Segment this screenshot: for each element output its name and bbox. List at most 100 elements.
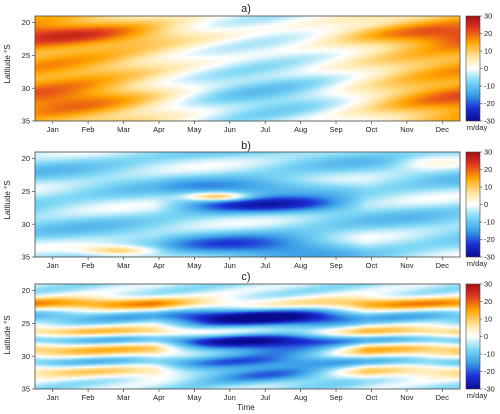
panel-b: b) Latitude °S Jan Feb Mar Apr May Jun Jul Aug S… (3, 140, 495, 270)
colorbar-unit: m/day (467, 391, 488, 400)
x-tick-label: Oct (366, 393, 379, 402)
panel-title: a) (241, 3, 251, 15)
heatmap-field (35, 284, 460, 389)
colorbar-tick-label: -30 (484, 117, 495, 126)
x-tick-label: Sep (329, 393, 342, 402)
panel-title: b) (241, 140, 251, 152)
colorbar-tick-label: 0 (484, 332, 488, 341)
colorbar-tick-label: -30 (484, 253, 495, 262)
panel-c: c) Latitude °S Jan Feb Mar Apr May Jun Jul Aug S… (3, 271, 495, 412)
x-axis-ticks: Jan Feb Mar Apr May Jun Jul Aug Sep Oct Nov Dec (47, 257, 450, 270)
colorbar-tick-label: -30 (484, 385, 495, 394)
y-tick-label: 25 (22, 319, 30, 328)
plot-frame (34, 15, 461, 122)
plot-frame (34, 283, 461, 390)
y-tick-label: 25 (22, 187, 30, 196)
colorbar-tick-label: 20 (484, 165, 492, 174)
heatmap-field (35, 16, 460, 121)
heatmap-field (35, 152, 460, 257)
y-tick-label: 30 (22, 220, 30, 229)
colorbar-tick-label: -20 (484, 99, 495, 108)
colorbar-unit: m/day (467, 123, 488, 132)
x-tick-label: Jun (224, 261, 236, 270)
colorbar-tick-label: 0 (484, 64, 488, 73)
x-tick-label: Oct (366, 261, 379, 270)
x-tick-label: Aug (294, 125, 307, 134)
colorbar-tick-label: -10 (484, 218, 495, 227)
y-tick-label: 20 (22, 154, 30, 163)
x-tick-label: Sep (329, 261, 342, 270)
colorbar (465, 151, 481, 258)
colorbar-tick-label: 10 (484, 47, 492, 56)
colorbar-tick-label: 10 (484, 183, 492, 192)
x-tick-label: Nov (400, 125, 414, 134)
x-tick-label: Apr (153, 125, 165, 134)
y-axis-label: Latitude °S (3, 315, 12, 354)
colorbar-tick-label: -10 (484, 82, 495, 91)
y-tick-label: 35 (22, 385, 30, 394)
x-tick-label: Apr (153, 393, 165, 402)
x-tick-label: Oct (366, 125, 379, 134)
x-tick-label: Mar (117, 125, 130, 134)
x-tick-label: Mar (117, 393, 130, 402)
y-axis-label: Latitude °S (3, 180, 12, 219)
y-axis-ticks: 20 25 30 35 (22, 286, 35, 394)
x-tick-label: Nov (400, 261, 414, 270)
x-tick-label: Mar (117, 261, 130, 270)
y-axis-ticks: 20 25 30 35 (22, 18, 35, 126)
x-axis-label: Time (237, 403, 255, 412)
y-tick-label: 20 (22, 18, 30, 27)
colorbar-ticks: 30 20 10 0 -10 -20 -30 (480, 280, 495, 394)
y-tick-label: 20 (22, 286, 30, 295)
x-tick-label: Jul (260, 393, 270, 402)
x-axis-ticks: Jan Feb Mar Apr May Jun Jul Aug Sep Oct Nov Dec (47, 389, 450, 402)
x-tick-label: May (187, 393, 201, 402)
x-tick-label: Jun (224, 393, 236, 402)
colorbar-tick-label: -10 (484, 350, 495, 359)
colorbar-ticks: 30 20 10 0 -10 -20 -30 (480, 148, 495, 262)
x-tick-label: Jan (47, 261, 59, 270)
x-tick-label: Aug (294, 261, 307, 270)
y-tick-label: 30 (22, 84, 30, 93)
colorbar (465, 283, 481, 390)
colorbar-tick-label: -20 (484, 235, 495, 244)
y-tick-label: 25 (22, 51, 30, 60)
x-tick-label: Jun (224, 125, 236, 134)
y-tick-label: 35 (22, 253, 30, 262)
x-tick-label: Jan (47, 125, 59, 134)
x-tick-label: May (187, 125, 201, 134)
colorbar-tick-label: -20 (484, 367, 495, 376)
x-tick-label: Sep (329, 125, 342, 134)
x-tick-label: Apr (153, 261, 165, 270)
x-tick-label: Dec (436, 261, 450, 270)
panel-title: c) (241, 271, 250, 283)
x-tick-label: Dec (436, 393, 450, 402)
colorbar-tick-label: 20 (484, 29, 492, 38)
y-tick-label: 30 (22, 352, 30, 361)
x-tick-label: Jan (47, 393, 59, 402)
y-axis-label: Latitude °S (3, 44, 12, 83)
x-tick-label: Dec (436, 125, 450, 134)
x-tick-label: Feb (82, 393, 95, 402)
colorbar-tick-label: 30 (484, 12, 492, 21)
colorbar-tick-label: 0 (484, 200, 488, 209)
x-tick-label: Jul (260, 261, 270, 270)
y-tick-label: 35 (22, 117, 30, 126)
plot-frame (34, 151, 461, 258)
x-tick-label: Nov (400, 393, 414, 402)
x-tick-label: Aug (294, 393, 307, 402)
colorbar-tick-label: 30 (484, 280, 492, 289)
y-axis-ticks: 20 25 30 35 (22, 154, 35, 262)
colorbar (465, 15, 481, 122)
x-axis-ticks: Jan Feb Mar Apr May Jun Jul Aug Sep Oct Nov Dec (47, 121, 450, 134)
x-tick-label: Jul (260, 125, 270, 134)
x-tick-label: Feb (82, 261, 95, 270)
colorbar-unit: m/day (467, 259, 488, 268)
x-tick-label: May (187, 261, 201, 270)
colorbar-ticks: 30 20 10 0 -10 -20 -30 (480, 12, 495, 126)
colorbar-tick-label: 10 (484, 315, 492, 324)
x-tick-label: Feb (82, 125, 95, 134)
colorbar-tick-label: 30 (484, 148, 492, 157)
colorbar-tick-label: 20 (484, 297, 492, 306)
